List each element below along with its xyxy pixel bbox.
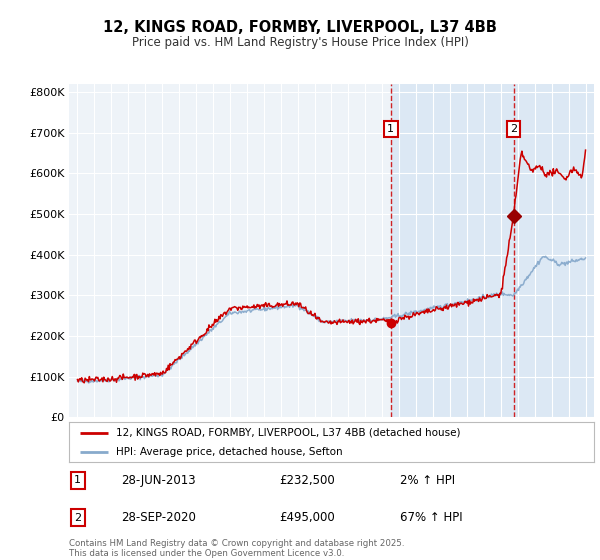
Text: 28-JUN-2013: 28-JUN-2013 (121, 474, 196, 487)
Bar (391, 84, 594, 417)
Text: 2: 2 (74, 512, 82, 522)
Text: 1: 1 (74, 475, 81, 486)
Text: 12, KINGS ROAD, FORMBY, LIVERPOOL, L37 4BB (detached house): 12, KINGS ROAD, FORMBY, LIVERPOOL, L37 4… (116, 428, 461, 438)
Text: 2: 2 (510, 124, 517, 134)
Text: £495,000: £495,000 (279, 511, 335, 524)
Text: 67% ↑ HPI: 67% ↑ HPI (400, 511, 463, 524)
Text: £232,500: £232,500 (279, 474, 335, 487)
Text: HPI: Average price, detached house, Sefton: HPI: Average price, detached house, Seft… (116, 447, 343, 457)
Text: 12, KINGS ROAD, FORMBY, LIVERPOOL, L37 4BB: 12, KINGS ROAD, FORMBY, LIVERPOOL, L37 4… (103, 20, 497, 35)
Text: This data is licensed under the Open Government Licence v3.0.: This data is licensed under the Open Gov… (69, 549, 344, 558)
Text: Price paid vs. HM Land Registry's House Price Index (HPI): Price paid vs. HM Land Registry's House … (131, 36, 469, 49)
Text: Contains HM Land Registry data © Crown copyright and database right 2025.: Contains HM Land Registry data © Crown c… (69, 539, 404, 548)
Text: 2% ↑ HPI: 2% ↑ HPI (400, 474, 455, 487)
Text: 28-SEP-2020: 28-SEP-2020 (121, 511, 196, 524)
Text: 1: 1 (387, 124, 394, 134)
